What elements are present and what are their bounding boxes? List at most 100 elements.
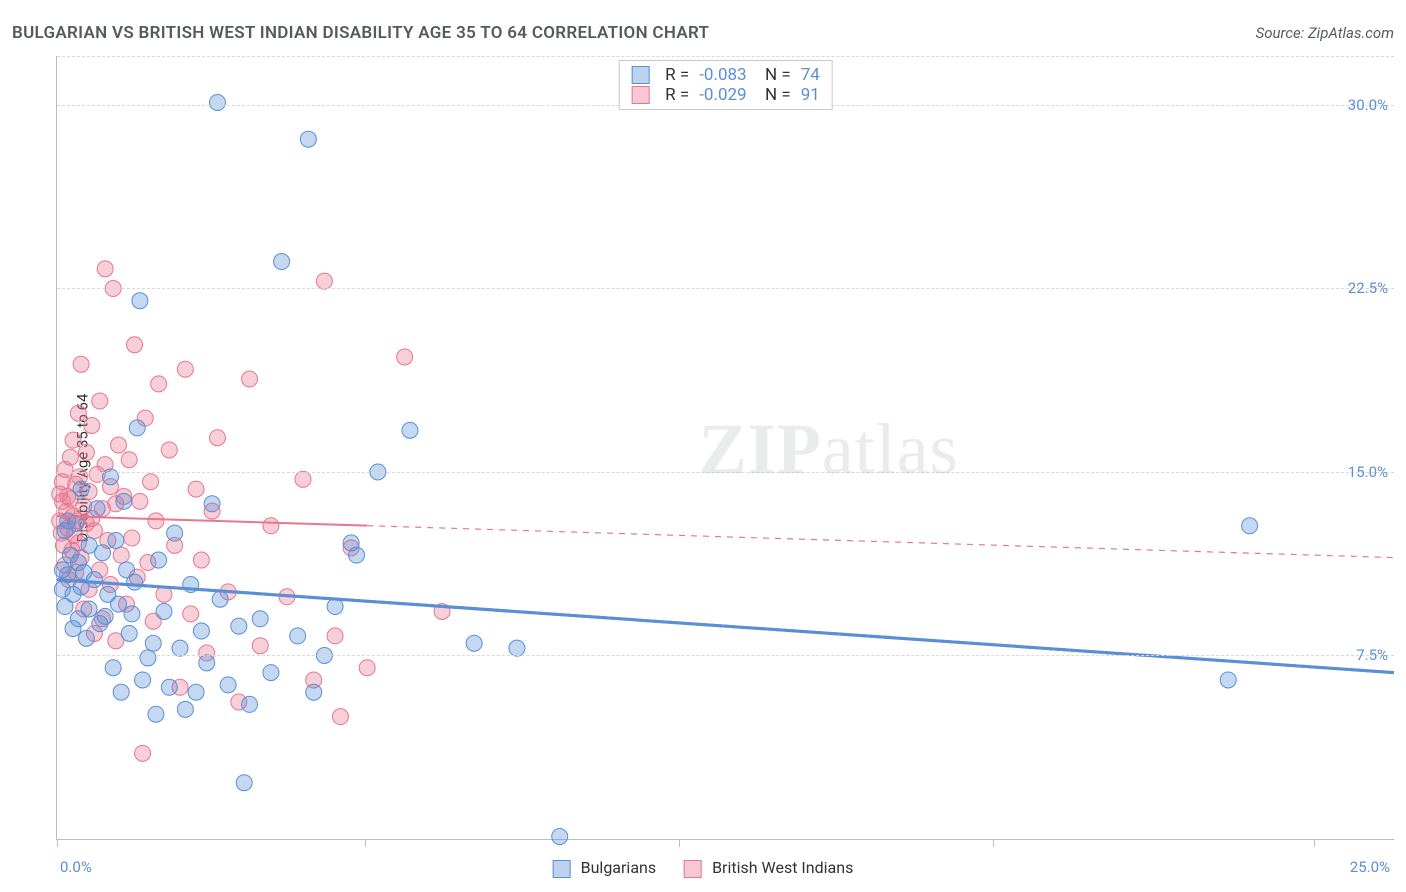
- swatch-pink-icon: [684, 860, 702, 878]
- legend-label-pink: British West Indians: [712, 858, 853, 877]
- scatter-point-blue: [231, 618, 247, 634]
- legend-bottom: Bulgarians British West Indians: [553, 858, 854, 878]
- scatter-point-blue: [86, 572, 102, 588]
- scatter-point-blue: [290, 628, 306, 644]
- scatter-point-blue: [209, 94, 225, 110]
- scatter-point-pink: [177, 361, 193, 377]
- scatter-point-blue: [140, 650, 156, 666]
- scatter-point-blue: [327, 599, 343, 615]
- scatter-point-blue: [263, 665, 279, 681]
- scatter-point-pink: [148, 513, 164, 529]
- scatter-point-pink: [327, 628, 343, 644]
- y-tick-label: 7.5%: [1356, 646, 1388, 664]
- scatter-point-blue: [402, 422, 418, 438]
- scatter-point-pink: [183, 606, 199, 622]
- scatter-point-blue: [97, 608, 113, 624]
- x-tick: [1314, 839, 1315, 847]
- x-axis-min-label: 0.0%: [60, 858, 92, 876]
- plot-area: R = -0.083 N = 74 R = -0.029 N = 91 ZIPa…: [56, 56, 1394, 840]
- chart-container: Disability Age 35 to 64 R = -0.083 N = 7…: [12, 56, 1394, 880]
- scatter-point-blue: [151, 552, 167, 568]
- scatter-point-pink: [263, 518, 279, 534]
- scatter-point-pink: [86, 523, 102, 539]
- scatter-point-pink: [143, 474, 159, 490]
- scatter-point-blue: [306, 684, 322, 700]
- scatter-point-blue: [172, 640, 188, 656]
- y-tick-label: 15.0%: [1348, 463, 1388, 481]
- scatter-point-blue: [116, 493, 132, 509]
- scatter-point-blue: [156, 603, 172, 619]
- scatter-point-pink: [84, 417, 100, 433]
- n-label: N =: [757, 85, 791, 105]
- scatter-point-blue: [220, 677, 236, 693]
- scatter-point-pink: [252, 638, 268, 654]
- scatter-point-pink: [121, 452, 137, 468]
- scatter-point-blue: [105, 660, 121, 676]
- n-value-pink: 91: [801, 85, 820, 105]
- scatter-point-pink: [151, 376, 167, 392]
- scatter-point-pink: [359, 660, 375, 676]
- scatter-point-blue: [199, 655, 215, 671]
- scatter-point-blue: [135, 672, 151, 688]
- scatter-point-pink: [92, 393, 108, 409]
- gridline: [57, 472, 1394, 473]
- x-tick: [993, 839, 994, 847]
- scatter-point-pink: [332, 709, 348, 725]
- trend-line-pink-ext: [367, 526, 1394, 558]
- legend-item-pink: British West Indians: [684, 858, 853, 878]
- legend-label-blue: Bulgarians: [581, 858, 656, 877]
- scatter-point-pink: [188, 481, 204, 497]
- swatch-blue-icon: [631, 66, 649, 84]
- scatter-point-blue: [188, 684, 204, 700]
- scatter-point-blue: [348, 547, 364, 563]
- scatter-point-blue: [132, 293, 148, 309]
- r-label: R =: [665, 65, 689, 85]
- x-tick: [679, 839, 680, 847]
- scatter-point-blue: [274, 254, 290, 270]
- scatter-point-blue: [111, 596, 127, 612]
- scatter-point-pink: [161, 442, 177, 458]
- n-value-blue: 74: [801, 65, 820, 85]
- scatter-point-pink: [397, 349, 413, 365]
- scatter-point-blue: [108, 532, 124, 548]
- scatter-point-blue: [145, 635, 161, 651]
- scatter-point-blue: [94, 545, 110, 561]
- scatter-point-pink: [124, 530, 140, 546]
- chart-title: BULGARIAN VS BRITISH WEST INDIAN DISABIL…: [12, 23, 709, 43]
- scatter-point-blue: [204, 496, 220, 512]
- scatter-point-pink: [70, 405, 86, 421]
- scatter-point-pink: [209, 430, 225, 446]
- scatter-point-blue: [121, 625, 137, 641]
- correlation-row-blue: R = -0.083 N = 74: [631, 65, 820, 85]
- scatter-point-blue: [1220, 672, 1236, 688]
- r-label: R =: [665, 85, 689, 105]
- scatter-point-blue: [78, 630, 94, 646]
- scatter-point-pink: [135, 745, 151, 761]
- scatter-point-blue: [236, 775, 252, 791]
- scatter-point-pink: [73, 356, 89, 372]
- x-tick: [57, 839, 58, 847]
- r-value-pink: -0.029: [699, 85, 746, 105]
- scatter-point-blue: [466, 635, 482, 651]
- correlation-row-pink: R = -0.029 N = 91: [631, 85, 820, 105]
- scatter-point-blue: [177, 701, 193, 717]
- scatter-point-blue: [89, 501, 105, 517]
- scatter-point-blue: [127, 574, 143, 590]
- gridline: [57, 56, 1394, 57]
- scatter-point-blue: [73, 481, 89, 497]
- swatch-blue-icon: [553, 860, 571, 878]
- source-attribution: Source: ZipAtlas.com: [1256, 24, 1394, 42]
- scatter-point-blue: [300, 131, 316, 147]
- scatter-point-blue: [1242, 518, 1258, 534]
- x-tick: [365, 839, 366, 847]
- y-tick-label: 22.5%: [1348, 279, 1388, 297]
- scatter-point-pink: [62, 449, 78, 465]
- scatter-point-pink: [127, 337, 143, 353]
- scatter-point-blue: [124, 606, 140, 622]
- scatter-point-blue: [509, 640, 525, 656]
- scatter-point-pink: [242, 371, 258, 387]
- n-label: N =: [757, 65, 791, 85]
- scatter-point-pink: [65, 432, 81, 448]
- scatter-point-blue: [167, 525, 183, 541]
- scatter-point-blue: [148, 706, 164, 722]
